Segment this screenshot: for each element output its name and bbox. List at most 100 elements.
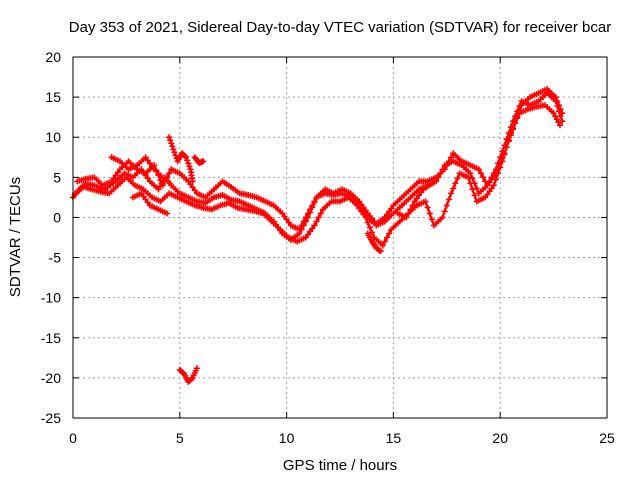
data-point (482, 194, 489, 201)
data-point (486, 179, 493, 186)
data-point (285, 219, 292, 226)
data-point (279, 210, 286, 217)
y-tick-label: 0 (53, 209, 61, 225)
data-point (110, 175, 117, 182)
data-point (155, 186, 162, 193)
data-point (369, 229, 376, 236)
data-point (452, 180, 459, 187)
data-point (471, 192, 478, 199)
data-point (161, 178, 168, 185)
y-tick-label: 10 (45, 129, 61, 145)
data-point (358, 201, 365, 208)
data-point (553, 116, 560, 123)
data-point (473, 185, 480, 192)
data-point (454, 175, 461, 182)
data-point (557, 113, 564, 120)
series-track-7 (129, 190, 170, 217)
data-point (424, 204, 431, 211)
data-point (467, 180, 474, 187)
data-point (317, 210, 324, 217)
data-point (354, 202, 361, 209)
data-point (514, 115, 521, 122)
data-point (191, 187, 198, 194)
data-point (108, 178, 115, 185)
x-tick-label: 15 (386, 430, 402, 446)
data-point (448, 190, 455, 197)
data-point (356, 198, 363, 205)
data-point (144, 199, 151, 206)
data-point (189, 184, 196, 191)
data-point (469, 186, 476, 193)
y-tick-label: -20 (41, 370, 61, 386)
data-point (554, 98, 561, 105)
data-point (185, 160, 192, 167)
data-point (465, 174, 472, 181)
data-point (311, 222, 318, 229)
data-series (70, 86, 566, 385)
data-point (302, 234, 309, 241)
data-point (557, 106, 564, 113)
data-point (403, 214, 410, 221)
data-point (140, 193, 147, 200)
series-track-8 (176, 365, 200, 385)
series-track-4 (166, 134, 196, 185)
y-tick-label: -15 (41, 330, 61, 346)
data-point (448, 154, 455, 161)
data-point (443, 202, 450, 209)
x-tick-label: 10 (279, 430, 295, 446)
data-point (142, 196, 149, 203)
data-point (559, 110, 566, 117)
data-point (510, 125, 517, 132)
data-point (309, 202, 316, 209)
data-point (388, 205, 395, 212)
data-point (557, 122, 564, 129)
data-point (166, 170, 173, 177)
data-point (484, 182, 491, 189)
series-track-6 (108, 154, 166, 181)
data-point (477, 170, 484, 177)
series-track-2 (74, 86, 566, 233)
data-point (159, 182, 166, 189)
data-point (313, 218, 320, 225)
data-point (480, 174, 487, 181)
data-point (552, 113, 559, 120)
data-point (559, 118, 566, 125)
data-point (189, 178, 196, 185)
y-tick-label: -25 (41, 410, 61, 426)
data-point (142, 154, 149, 161)
data-point (307, 228, 314, 235)
data-point (505, 137, 512, 144)
data-point (172, 152, 179, 159)
data-point (484, 191, 491, 198)
data-point (315, 214, 322, 221)
data-point (184, 157, 191, 164)
data-point (182, 153, 189, 160)
data-point (167, 137, 174, 144)
data-point (366, 224, 373, 231)
data-point (302, 214, 309, 221)
data-point (501, 151, 508, 158)
data-point (416, 192, 423, 199)
data-point (138, 190, 145, 197)
data-point (475, 166, 482, 173)
data-point (386, 230, 393, 237)
y-tick-label: -5 (49, 250, 62, 266)
x-axis-label: GPS time / hours (283, 457, 397, 474)
data-point (407, 206, 414, 213)
series-track-10 (394, 180, 435, 221)
x-tick-label: 20 (492, 430, 508, 446)
data-point (409, 202, 416, 209)
data-point (362, 214, 369, 221)
data-point (171, 149, 178, 156)
data-point (555, 119, 562, 126)
data-point (555, 102, 562, 109)
plot-frame (72, 56, 608, 419)
x-tick-label: 5 (176, 430, 184, 446)
y-axis-label: SDTVAR / TECUs (7, 177, 24, 297)
data-point (426, 210, 433, 217)
data-point (304, 210, 311, 217)
data-point (383, 234, 390, 241)
data-point (428, 180, 435, 187)
data-point (112, 172, 119, 179)
